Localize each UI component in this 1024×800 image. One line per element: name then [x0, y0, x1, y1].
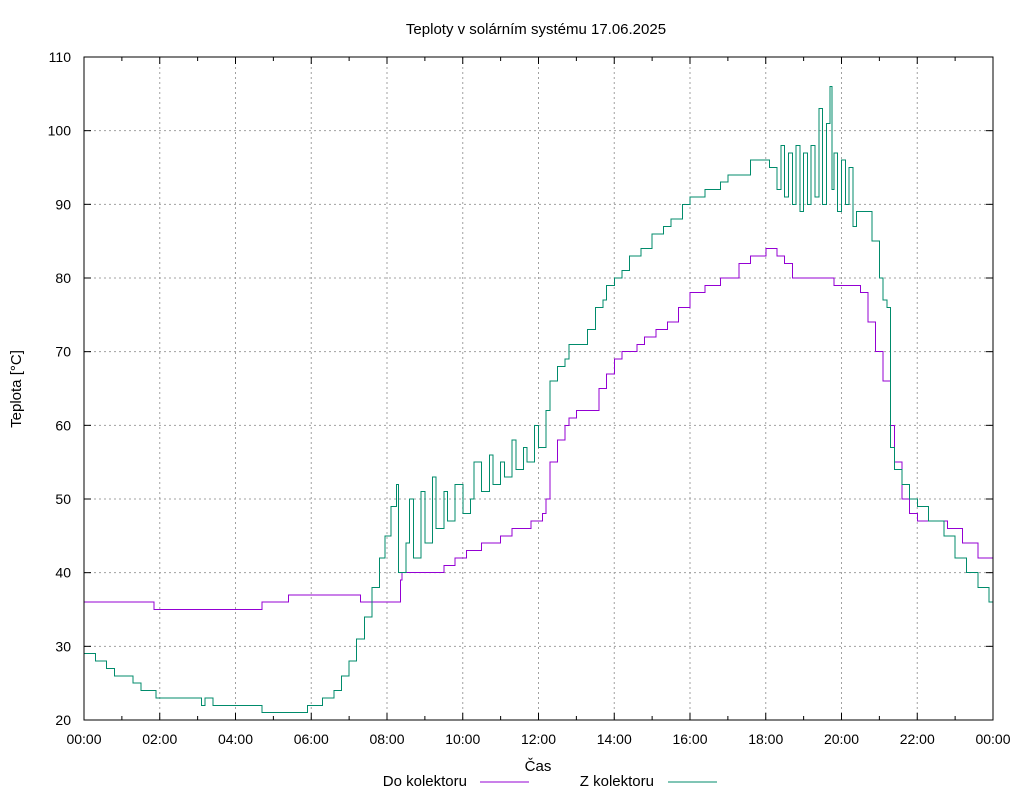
y-tick-label: 80	[55, 270, 71, 286]
y-tick-labels: 20 30 40 50 60 70 80 90 100 110	[48, 49, 72, 728]
x-tick-label: 18:00	[748, 731, 783, 747]
x-tick-label: 10:00	[445, 731, 480, 747]
grid	[84, 57, 993, 720]
x-tick-labels: 00:00 02:00 04:00 06:00 08:00 10:00 12:00 14:00…	[66, 731, 1010, 747]
y-axis-title: Teplota [°C]	[8, 350, 25, 428]
series-layer	[84, 86, 994, 714]
series-line-do-kolektoru	[84, 248, 994, 610]
y-tick-label: 30	[55, 638, 71, 654]
x-tick-label: 16:00	[672, 731, 707, 747]
x-tick-label: 06:00	[294, 731, 329, 747]
legend-label: Z kolektoru	[580, 773, 654, 790]
y-tick-label: 20	[55, 712, 71, 728]
y-tick-label: 50	[55, 491, 71, 507]
x-tick-label: 12:00	[521, 731, 556, 747]
ticks	[83, 56, 994, 721]
x-axis-title: Čas	[525, 758, 552, 775]
x-tick-label: 00:00	[975, 731, 1010, 747]
y-tick-label: 70	[55, 344, 71, 360]
x-tick-label: 00:00	[66, 731, 101, 747]
x-tick-label: 08:00	[369, 731, 404, 747]
x-tick-label: 14:00	[597, 731, 632, 747]
x-tick-label: 04:00	[218, 731, 253, 747]
x-tick-label: 20:00	[824, 731, 859, 747]
y-tick-label: 60	[55, 417, 71, 433]
legend: Do kolektoru Z kolektoru	[383, 773, 717, 790]
y-tick-label: 110	[49, 49, 72, 65]
series-line-z-kolektoru	[84, 86, 994, 714]
y-tick-label: 100	[48, 123, 72, 139]
x-tick-label: 02:00	[142, 731, 177, 747]
chart-title: Teploty v solárním systému 17.06.2025	[406, 21, 666, 38]
legend-label: Do kolektoru	[383, 773, 467, 790]
x-tick-label: 22:00	[900, 731, 935, 747]
y-tick-label: 90	[55, 196, 71, 212]
y-tick-label: 40	[55, 565, 71, 581]
